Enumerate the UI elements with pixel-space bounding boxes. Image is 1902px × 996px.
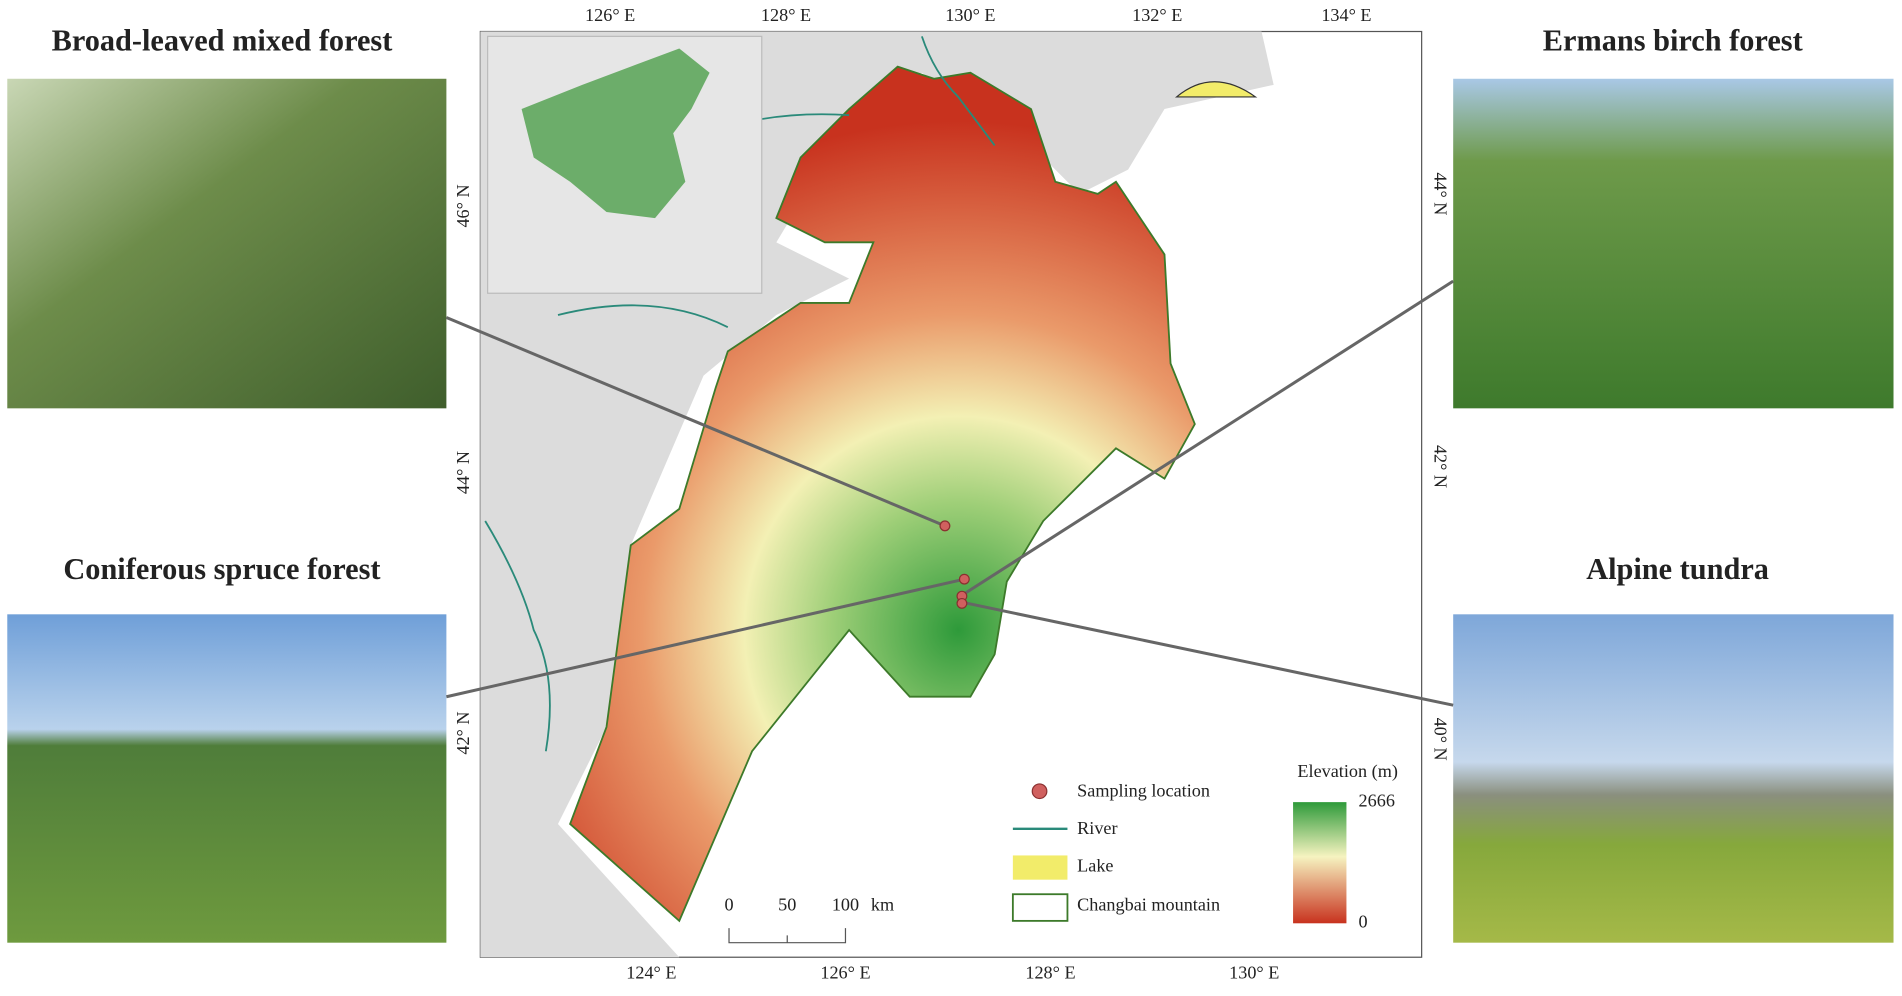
axis-label: 42° N: [453, 712, 473, 755]
panel-title: Alpine tundra: [1586, 552, 1769, 586]
panel-title: Ermans birch forest: [1543, 24, 1803, 58]
axis-label: 42° N: [1430, 445, 1450, 488]
sampling-points: [939, 520, 970, 609]
legend-symbol: [1011, 893, 1069, 922]
lake: [1174, 81, 1258, 98]
axis-label: 44° N: [453, 451, 473, 494]
axis-label: 126° E: [585, 5, 635, 25]
axis-label: 126° E: [820, 962, 870, 982]
legend-symbol: [1012, 855, 1068, 880]
photo: [7, 614, 447, 943]
color-bar-label: 2666: [1359, 790, 1395, 810]
scale-label: 50: [778, 895, 796, 915]
scale-label: 0: [724, 895, 733, 915]
panel-title: Broad-leaved mixed forest: [52, 24, 393, 58]
photo: [7, 78, 447, 409]
axis-label: 128° E: [761, 5, 811, 25]
axis-label: 134° E: [1321, 5, 1371, 25]
axis-label: 130° E: [945, 5, 995, 25]
study-area: [569, 65, 1196, 923]
legend-label: Changbai mountain: [1077, 895, 1220, 915]
scale-unit: km: [871, 895, 894, 915]
axis-label: 44° N: [1430, 172, 1450, 215]
axis-label: 124° E: [626, 962, 676, 982]
color-bar-label: 0: [1359, 911, 1368, 931]
axis-label: 40° N: [1430, 718, 1450, 761]
panel-title: Coniferous spruce forest: [63, 552, 380, 586]
legend-label: Lake: [1077, 856, 1113, 876]
legend-symbol: [1031, 783, 1048, 800]
legend-label: Sampling location: [1077, 781, 1210, 801]
inset-country: [521, 48, 710, 219]
leader-lines: [445, 279, 1455, 707]
axis-label: 46° N: [453, 184, 473, 227]
scale-bar: [728, 928, 847, 944]
photo: [1453, 614, 1894, 943]
photo: [1453, 78, 1894, 409]
axis-label: 132° E: [1132, 5, 1182, 25]
legend-label: River: [1077, 818, 1117, 838]
axis-label: 130° E: [1229, 962, 1279, 982]
scale-label: 100: [832, 895, 859, 915]
color-bar: [1293, 802, 1347, 924]
axis-label: 128° E: [1025, 962, 1075, 982]
legend-title: Elevation (m): [1297, 761, 1397, 782]
